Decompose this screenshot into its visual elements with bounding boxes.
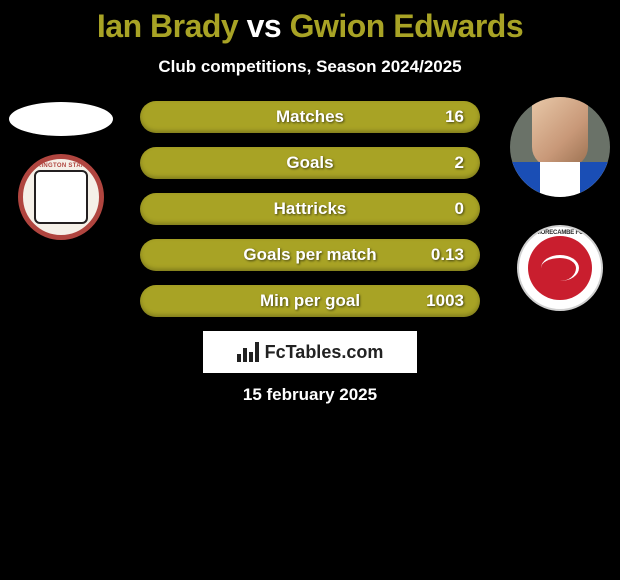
stat-value: 0	[455, 199, 464, 219]
player2-avatar	[510, 97, 610, 197]
player1-avatar	[9, 102, 113, 136]
chart-icon	[237, 342, 259, 362]
subtitle: Club competitions, Season 2024/2025	[0, 49, 620, 97]
stat-label: Hattricks	[140, 199, 480, 219]
comparison-card: Ian Brady vs Gwion Edwards Club competit…	[0, 0, 620, 405]
right-column: MORECAMBE FC	[507, 97, 612, 311]
content-area: ACCRINGTON STANLEY MORECAMBE FC Matches1…	[0, 97, 620, 317]
vs-separator: vs	[247, 8, 282, 44]
club-badge-text: MORECAMBE FC	[519, 230, 601, 236]
stat-label: Goals	[140, 153, 480, 173]
stat-row: Goals per match0.13	[140, 239, 480, 271]
left-column: ACCRINGTON STANLEY	[8, 102, 113, 240]
stat-row: Matches16	[140, 101, 480, 133]
stat-value: 0.13	[431, 245, 464, 265]
jersey-stripe	[580, 162, 610, 197]
stat-label: Matches	[140, 107, 480, 127]
shrimp-icon	[541, 255, 579, 281]
stat-row: Hattricks0	[140, 193, 480, 225]
jersey-stripe	[510, 162, 540, 197]
branding-badge: FcTables.com	[203, 331, 417, 373]
page-title: Ian Brady vs Gwion Edwards	[0, 0, 620, 49]
stat-value: 2	[455, 153, 464, 173]
stat-value: 16	[445, 107, 464, 127]
stat-value: 1003	[426, 291, 464, 311]
date-label: 15 february 2025	[0, 385, 620, 405]
player2-name: Gwion Edwards	[290, 8, 524, 44]
avatar-jersey	[510, 162, 610, 197]
player2-club-badge: MORECAMBE FC	[517, 225, 603, 311]
stat-row: Goals2	[140, 147, 480, 179]
stats-list: Matches16 Goals2 Hattricks0 Goals per match…	[140, 97, 480, 317]
branding-text: FcTables.com	[265, 342, 384, 363]
player1-name: Ian Brady	[97, 8, 238, 44]
player1-club-badge: ACCRINGTON STANLEY	[18, 154, 104, 240]
avatar-neck	[532, 97, 588, 167]
stat-label: Goals per match	[140, 245, 480, 265]
stat-row: Min per goal1003	[140, 285, 480, 317]
club-badge-text: ACCRINGTON STANLEY	[23, 163, 99, 169]
